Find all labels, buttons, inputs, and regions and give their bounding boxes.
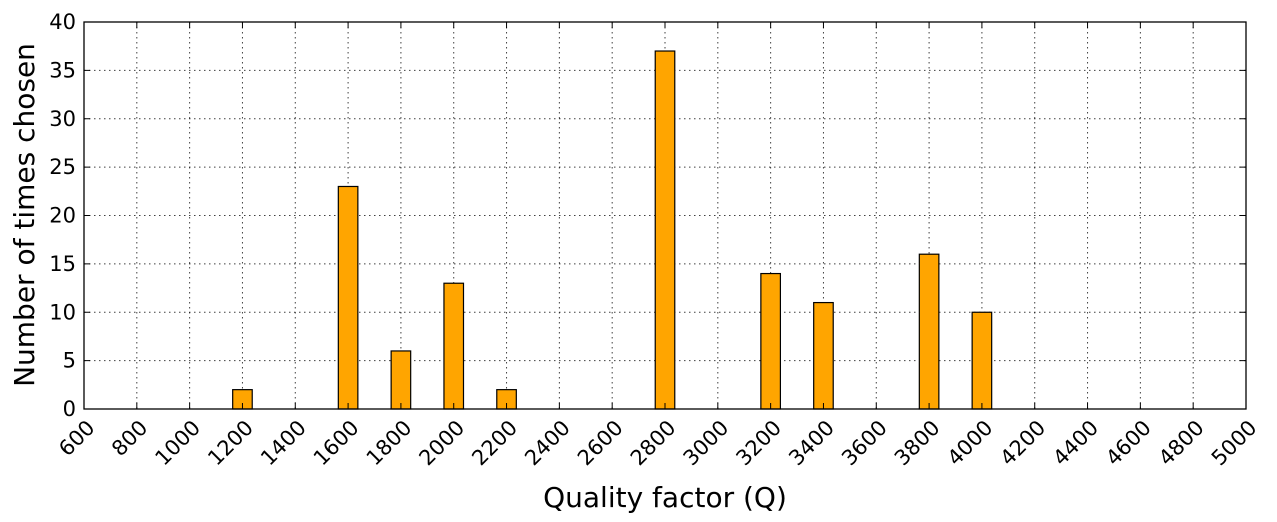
bars — [232, 50, 993, 410]
bar — [337, 185, 359, 410]
x-tick-label: 1200 — [203, 416, 258, 471]
y-tick-label: 5 — [63, 349, 76, 373]
x-tick-label: 3400 — [784, 416, 839, 471]
x-tick-labels: 600 8001000120014001600180020002200240026… — [54, 416, 1261, 471]
y-tick-label: 20 — [49, 204, 76, 228]
x-tick-label: 2000 — [414, 416, 469, 471]
x-tick-label: 800 — [107, 416, 152, 461]
x-tick-label: 4000 — [943, 416, 998, 471]
bar — [813, 301, 834, 410]
bar — [390, 350, 412, 410]
x-tick-label: 2800 — [626, 416, 681, 471]
x-axis-label: Quality factor (Q) — [543, 481, 787, 514]
x-tick-label: 2400 — [520, 416, 575, 471]
x-tick-label: 1800 — [362, 416, 417, 471]
x-tick-label: 4200 — [995, 416, 1050, 471]
y-tick-label: 30 — [49, 107, 76, 131]
x-tick-label: 3200 — [731, 416, 786, 471]
x-tick-label: 1600 — [309, 416, 364, 471]
y-axis-label: Number of times chosen — [8, 43, 41, 387]
y-tick-label: 40 — [49, 10, 76, 34]
x-tick-label: 3800 — [890, 416, 945, 471]
x-tick-label: 4800 — [1154, 416, 1209, 471]
bar — [654, 50, 676, 410]
x-tick-label: 4600 — [1101, 416, 1156, 471]
x-tick-label: 3600 — [837, 416, 892, 471]
x-tick-label: 3000 — [679, 416, 734, 471]
bar — [971, 311, 993, 410]
x-tick-label: 600 — [54, 416, 99, 461]
bar — [760, 272, 782, 410]
bar — [443, 282, 465, 410]
y-tick-label: 15 — [49, 252, 76, 276]
x-tick-label: 1400 — [256, 416, 311, 471]
plot-frame — [83, 21, 1247, 410]
y-tick-labels: 0 5 10 15 20 25 30 35 40 — [49, 10, 76, 421]
x-tick-label: 1000 — [150, 416, 205, 471]
y-tick-label: 25 — [49, 155, 76, 179]
x-tick-label: 5000 — [1207, 416, 1262, 471]
y-tick-label: 35 — [49, 58, 76, 82]
x-tick-label: 2200 — [467, 416, 522, 471]
x-tick-label: 4400 — [1048, 416, 1103, 471]
x-tick-label: 2600 — [573, 416, 628, 471]
axis-ticks — [83, 21, 1247, 410]
y-tick-label: 0 — [63, 397, 76, 421]
y-tick-label: 10 — [49, 300, 76, 324]
bar — [918, 253, 940, 410]
